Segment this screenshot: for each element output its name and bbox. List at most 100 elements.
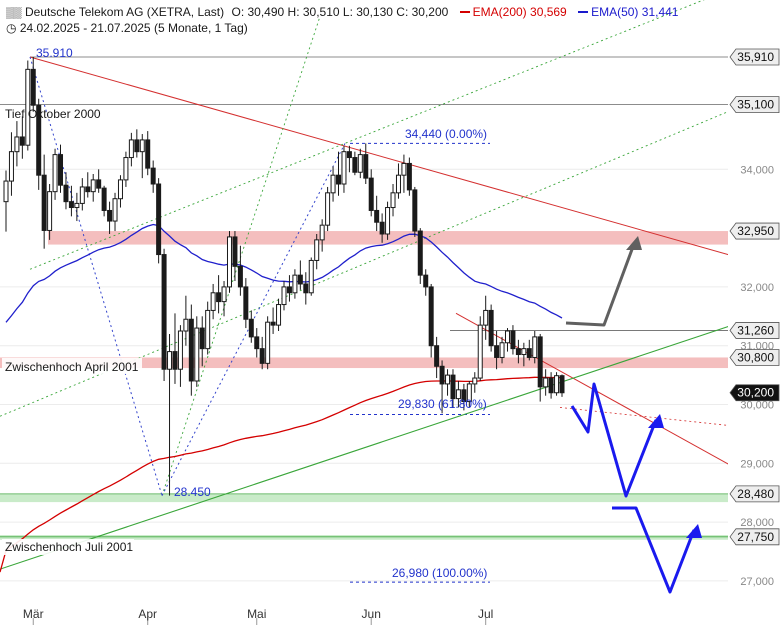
price-tag-box xyxy=(729,48,780,66)
ema50-label: EMA(50) xyxy=(591,5,639,19)
candle-2025-02-26 xyxy=(14,121,20,167)
date-range: 24.02.2025 - 21.07.2025 (5 Monate, 1 Tag… xyxy=(19,21,248,35)
candle-body xyxy=(265,321,271,364)
candle-2025-05-30 xyxy=(363,143,369,185)
candle-2025-07-16 xyxy=(543,369,549,396)
candle-2025-02-27 xyxy=(19,116,25,159)
candle-body xyxy=(107,209,113,222)
candle-body xyxy=(330,174,336,194)
trendlines-layer xyxy=(0,0,780,570)
candle-2025-07-21 xyxy=(559,374,565,397)
y-tick-label: 29,000 xyxy=(740,458,774,470)
candle-body xyxy=(341,151,347,185)
candle-body xyxy=(128,139,134,159)
candle-2025-06-16 xyxy=(423,269,429,296)
candle-2025-06-18 xyxy=(434,336,440,379)
candle-body xyxy=(156,183,162,256)
candle-2025-04-10 xyxy=(183,295,189,346)
axis-layer: 27,00028,00029,00030,00031,00032,00034,0… xyxy=(23,0,780,625)
candle-body xyxy=(259,348,265,364)
candle-2025-03-11 xyxy=(63,172,69,210)
candle-2025-05-06 xyxy=(265,316,271,370)
projection-path-up xyxy=(565,243,636,327)
candle-body xyxy=(417,230,423,276)
ema50-value: 31,441 xyxy=(641,5,679,19)
ohlc-readout: O: 30,490 H: 30,510 L: 30,130 C: 30,200 xyxy=(231,5,449,19)
y-tick-label: 27,000 xyxy=(740,576,774,588)
candle-body xyxy=(243,286,249,320)
price-tag-32,950: 32,950 xyxy=(729,222,780,240)
candle-2025-05-09 xyxy=(281,281,287,311)
candles-layer xyxy=(3,57,565,496)
candle-2025-03-17 xyxy=(85,172,91,198)
candle-2025-04-15 xyxy=(199,316,205,367)
downtrend-line-extension xyxy=(559,407,780,432)
candle-2025-06-02 xyxy=(368,169,374,217)
candle-body xyxy=(237,265,243,288)
price-tag-label: 32,950 xyxy=(737,224,774,238)
candle-body xyxy=(488,309,494,347)
candle-body xyxy=(79,186,85,204)
level-jul2001-bg xyxy=(2,539,134,555)
candle-body xyxy=(8,151,14,182)
price-tag-label: 31,260 xyxy=(737,323,774,337)
ema200-swatch xyxy=(459,10,470,13)
candle-2025-06-20 xyxy=(445,369,451,396)
clock-icon: ◷ xyxy=(6,21,17,35)
price-tag-30,200: 30,200 xyxy=(729,384,780,402)
candle-body xyxy=(526,348,532,358)
ema50-swatch xyxy=(578,10,589,13)
candle-2025-07-11 xyxy=(526,339,532,361)
fib-618-label: 29,830 (61.80%) xyxy=(398,397,487,411)
y-tick-label: 32,000 xyxy=(740,282,774,294)
candle-2025-03-24 xyxy=(112,192,118,232)
candle-2025-06-30 xyxy=(477,316,483,381)
candle-body xyxy=(117,179,123,200)
candle-2025-05-26 xyxy=(341,145,347,193)
candle-body xyxy=(543,377,549,388)
candle-body xyxy=(177,330,183,370)
x-tick-label: Apr xyxy=(138,607,157,621)
header-line-2: ◷ 24.02.2025 - 21.07.2025 (5 Monate, 1 T… xyxy=(6,21,248,35)
bands-layer xyxy=(0,56,728,583)
candle-body xyxy=(199,327,205,350)
projection-arrowhead-1 xyxy=(648,414,664,428)
header-line-1: ▒▒ Deutsche Telekom AG (XETRA, Last) O: … xyxy=(6,5,678,19)
candle-body xyxy=(145,139,151,169)
candle-2025-07-14 xyxy=(532,331,538,364)
price-tag-28,480: 28,480 xyxy=(729,485,780,503)
candle-2025-03-14 xyxy=(79,178,85,211)
candle-body xyxy=(510,330,516,350)
candle-body xyxy=(281,286,287,306)
candle-2025-05-22 xyxy=(330,166,336,202)
candle-body xyxy=(3,180,9,203)
candle-body xyxy=(303,283,309,294)
candle-body xyxy=(221,286,227,303)
candle-body xyxy=(30,68,36,106)
candle-body xyxy=(205,309,211,350)
candle-2025-05-23 xyxy=(336,151,342,196)
candle-2025-07-10 xyxy=(521,342,527,367)
candle-body xyxy=(336,174,342,185)
candle-2025-03-26 xyxy=(123,151,129,187)
candle-2025-04-03 xyxy=(156,178,162,264)
candle-2025-04-04 xyxy=(161,248,167,381)
candle-2025-04-14 xyxy=(194,316,200,387)
x-tick-label: Mai xyxy=(247,607,266,621)
candle-body xyxy=(314,239,320,261)
candle-body xyxy=(52,154,58,193)
candle-2025-05-05 xyxy=(259,336,265,370)
price-tag-30,800: 30,800 xyxy=(729,349,780,366)
level-jul2001-label: Zwischenhoch Juli 2001 xyxy=(5,540,133,554)
candle-2025-05-16 xyxy=(308,257,314,296)
candle-body xyxy=(232,236,238,267)
candle-body xyxy=(439,365,445,385)
price-tag-label: 35,100 xyxy=(737,98,774,112)
candle-2025-04-29 xyxy=(243,278,249,329)
candle-body xyxy=(548,377,554,394)
candle-body xyxy=(385,207,391,235)
candle-body xyxy=(423,274,429,288)
candle-2025-07-15 xyxy=(537,333,543,402)
candle-2025-03-10 xyxy=(58,144,64,193)
